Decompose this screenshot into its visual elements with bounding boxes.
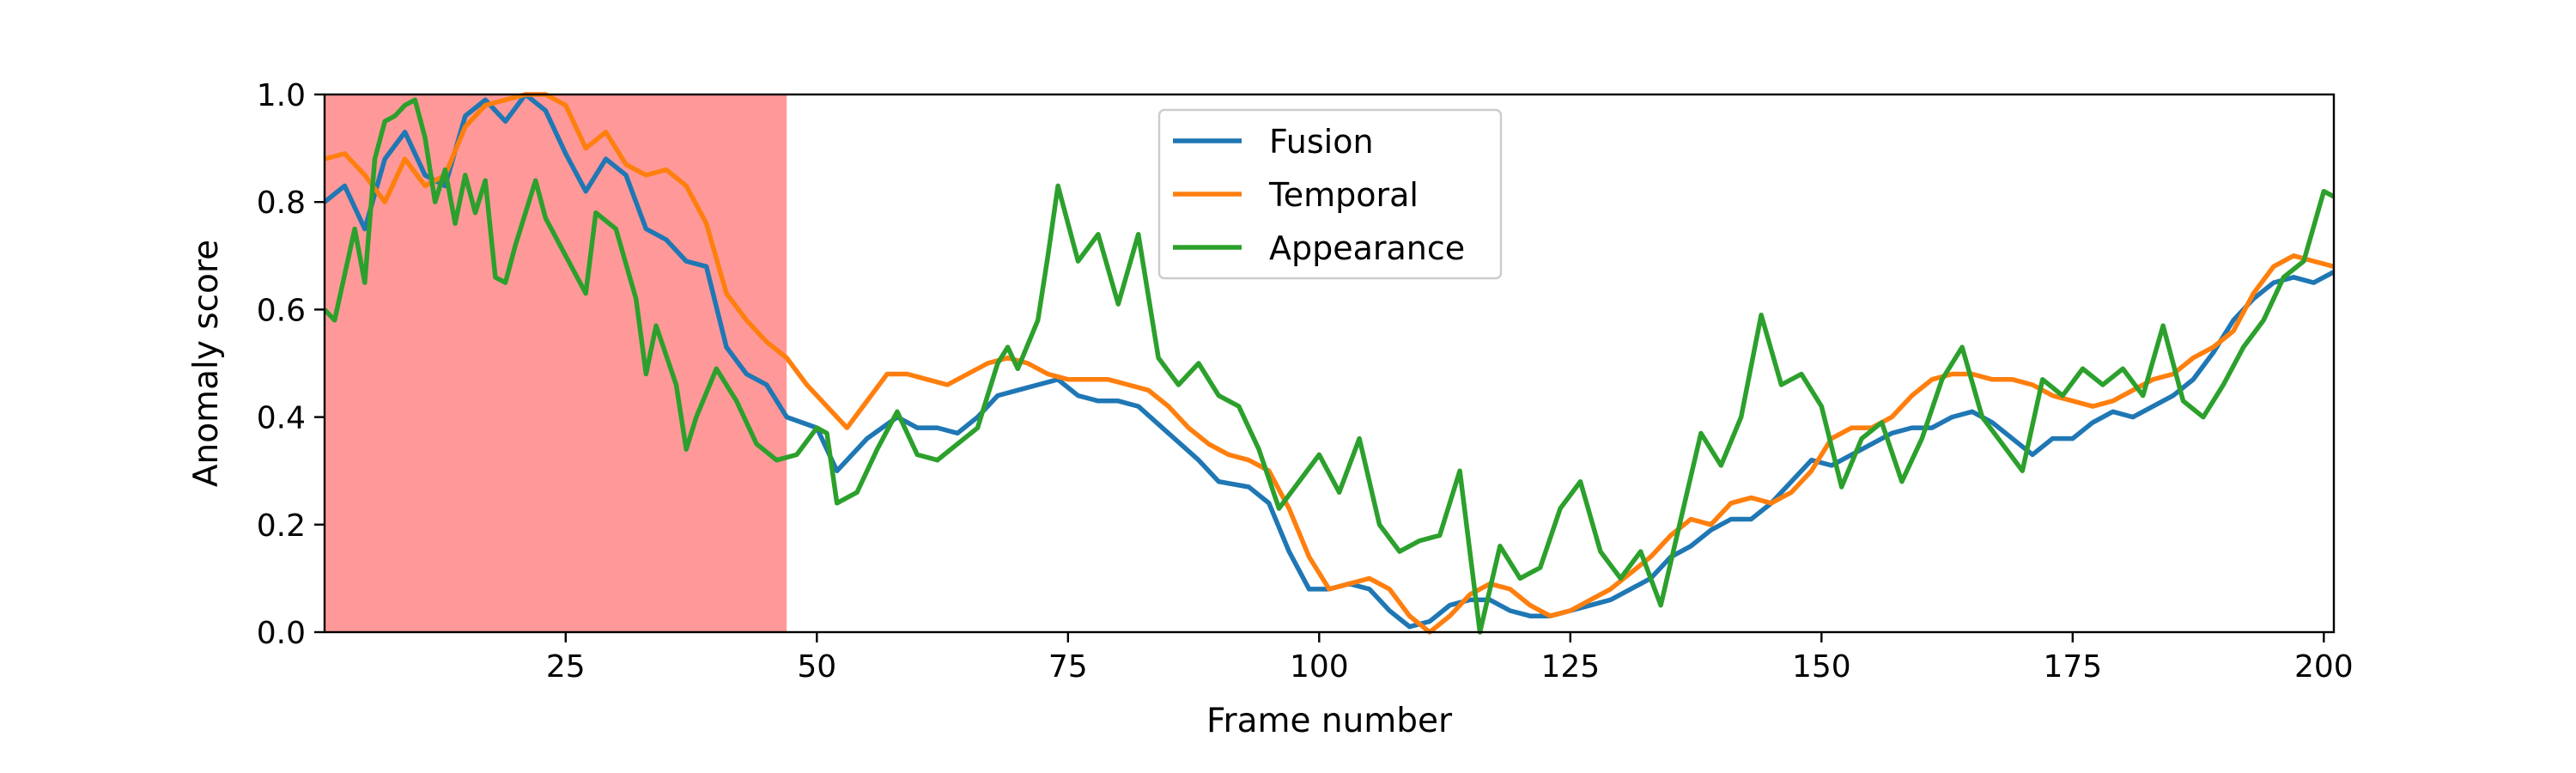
highlight-region: [325, 94, 787, 632]
y-tick-label: 0.6: [257, 293, 306, 328]
x-tick-label: 100: [1290, 649, 1349, 685]
x-tick-label: 150: [1792, 649, 1851, 685]
y-tick-label: 0.4: [257, 401, 306, 436]
legend-label-appearance: Appearance: [1269, 229, 1465, 267]
legend-label-temporal: Temporal: [1268, 176, 1419, 214]
legend: Fusion Temporal Appearance: [1157, 108, 1503, 280]
plot-frame: [323, 93, 2336, 634]
highlight-layer: [325, 94, 787, 632]
series-line-temporal: [325, 92, 2334, 635]
x-axis: 25 50 75 100 125 150 175 200: [546, 632, 2354, 685]
x-tick-label: 75: [1048, 649, 1088, 685]
x-axis-label: Frame number: [1206, 702, 1453, 740]
plot-area: [325, 92, 2334, 635]
y-tick-label: 0.0: [257, 616, 306, 651]
x-tick-label: 25: [546, 649, 586, 685]
legend-box: [1157, 108, 1503, 280]
y-tick-label: 0.8: [257, 186, 306, 221]
series-line-appearance: [325, 97, 2334, 635]
y-axis-label: Anomaly score: [187, 240, 226, 487]
legend-label-fusion: Fusion: [1269, 123, 1374, 161]
x-tick-label: 50: [797, 649, 836, 685]
series-line-fusion: [325, 92, 2334, 630]
y-axis: 0.0 0.2 0.4 0.6 0.8 1.0: [257, 78, 325, 651]
x-tick-label: 125: [1540, 649, 1600, 685]
y-tick-label: 0.2: [257, 508, 306, 544]
y-tick-label: 1.0: [257, 78, 306, 113]
x-tick-label: 175: [2043, 649, 2102, 685]
x-tick-label: 200: [2294, 649, 2354, 685]
